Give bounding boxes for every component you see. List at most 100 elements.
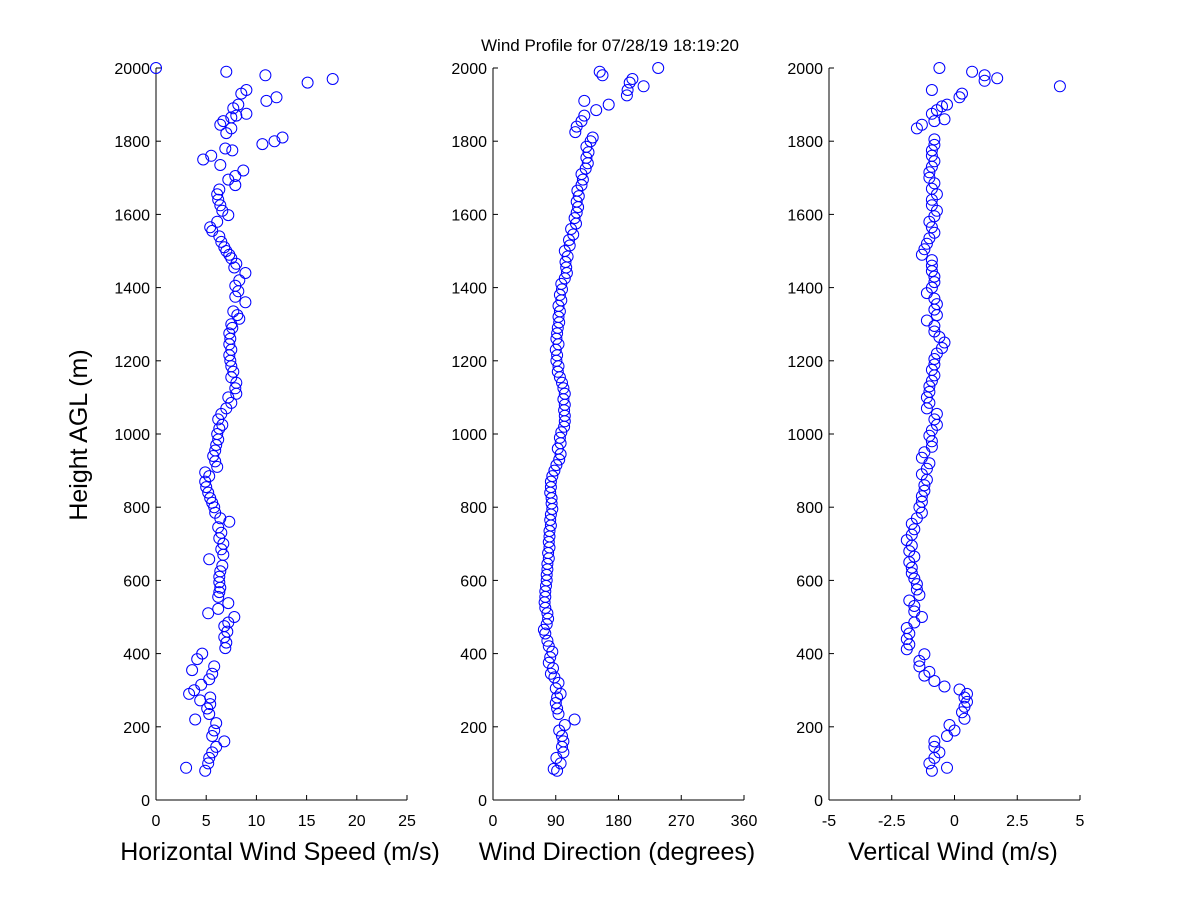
horizontal-wind-speed-data-point	[211, 215, 224, 228]
wind-direction-x-tick-label: 270	[668, 813, 695, 830]
wind-direction-data-point	[551, 691, 564, 704]
vertical-wind-data-point	[923, 665, 936, 678]
vertical-wind-data-point	[915, 495, 928, 508]
wind-direction-x-tick-label: 180	[605, 813, 632, 830]
vertical-wind-data-point	[910, 578, 923, 591]
horizontal-wind-speed-data-point	[215, 526, 228, 539]
vertical-wind-data-point	[925, 182, 938, 195]
vertical-wind-data-point	[925, 84, 938, 96]
horizontal-wind-speed-y-tick-label: 1600	[114, 207, 150, 224]
vertical-wind-data-point	[925, 440, 938, 453]
x-axis-label-horizontal-wind-speed: Horizontal Wind Speed (m/s)	[120, 838, 440, 866]
wind-direction-x-tick-label: 90	[547, 813, 565, 830]
vertical-wind-data-point	[908, 616, 921, 629]
vertical-wind-x-tick-label: -2.5	[878, 813, 906, 830]
horizontal-wind-speed-data-point	[237, 164, 250, 177]
wind-direction-data-point	[542, 612, 555, 625]
vertical-wind-data-point	[978, 74, 991, 87]
vertical-wind-data-point	[925, 764, 938, 777]
horizontal-wind-speed-y-tick-label: 200	[123, 720, 150, 737]
vertical-wind-data-point	[928, 226, 941, 239]
vertical-wind-data-point	[928, 740, 941, 753]
vertical-wind-data-point	[938, 680, 951, 693]
vertical-wind-data-point	[903, 545, 916, 558]
horizontal-wind-speed-data-point	[203, 751, 216, 764]
vertical-wind-data-point	[928, 413, 941, 426]
wind-direction-data-point	[551, 764, 564, 777]
vertical-wind-y-tick-label: 1800	[787, 134, 823, 151]
vertical-wind-data-point	[918, 243, 931, 256]
vertical-wind-data-point	[923, 166, 936, 179]
wind-direction-y-tick-label: 1000	[451, 427, 487, 444]
vertical-wind-data-point	[961, 687, 973, 700]
vertical-wind-data-point	[978, 69, 991, 82]
vertical-wind-data-point	[903, 594, 916, 607]
horizontal-wind-speed-panel: Horizontal Wind Speed (m/s) 020040060080…	[114, 61, 439, 866]
horizontal-wind-speed-data-point	[207, 450, 220, 462]
horizontal-wind-speed-data-point	[214, 118, 227, 131]
vertical-wind-y-tick-label: 600	[796, 573, 823, 590]
horizontal-wind-speed-y-tick-label: 600	[123, 573, 150, 590]
vertical-wind-data-point	[905, 561, 918, 574]
horizontal-wind-speed-data-point	[256, 138, 269, 151]
wind-direction-data-point	[558, 719, 571, 731]
horizontal-wind-speed-data-point	[194, 694, 207, 707]
vertical-wind-data-point	[928, 675, 941, 687]
horizontal-wind-speed-data-point	[223, 248, 236, 261]
vertical-wind-data-point	[920, 314, 933, 327]
vertical-wind-data-point	[908, 605, 921, 618]
horizontal-wind-speed-data-point	[213, 586, 226, 599]
horizontal-wind-speed-data-point	[203, 708, 216, 720]
horizontal-wind-speed-y-tick-label: 400	[123, 647, 150, 664]
horizontal-wind-speed-y-tick-label: 2000	[114, 61, 150, 78]
horizontal-wind-speed-data-point	[212, 602, 225, 615]
vertical-wind-x-tick-label: 0	[950, 813, 959, 830]
horizontal-wind-speed-data-point	[210, 717, 223, 730]
wind-direction-data-point	[544, 475, 557, 488]
wind-direction-data-point	[621, 84, 634, 96]
horizontal-wind-speed-data-point	[276, 131, 289, 144]
vertical-wind-data-point	[915, 451, 928, 464]
wind-direction-y-tick-label: 200	[460, 720, 487, 737]
wind-direction-y-tick-label: 600	[460, 573, 487, 590]
horizontal-wind-speed-data-point	[200, 481, 213, 494]
horizontal-wind-speed-data-point	[222, 597, 235, 610]
horizontal-wind-speed-data-point	[229, 382, 242, 395]
horizontal-wind-speed-data-point	[221, 625, 234, 638]
vertical-wind-panel: Vertical Wind (m/s) 0 200 400 600 800 1000 120…	[787, 61, 1084, 866]
wind-direction-y-tick-label: 0	[478, 793, 487, 810]
wind-direction-data-point	[537, 623, 550, 636]
horizontal-wind-speed-data-point	[199, 764, 212, 777]
vertical-wind-data-point	[913, 501, 926, 514]
vertical-wind-data-point	[925, 199, 938, 212]
vertical-wind-data-point	[928, 270, 941, 283]
horizontal-wind-speed-x-tick-label: 0	[152, 813, 161, 830]
horizontal-wind-speed-data-point	[213, 570, 226, 583]
horizontal-wind-speed-data-point	[213, 183, 226, 196]
wind-direction-data-point	[556, 376, 568, 389]
wind-direction-data-point	[569, 126, 582, 139]
vertical-wind-data-point	[923, 385, 936, 398]
horizontal-wind-speed-data-point	[214, 159, 227, 171]
vertical-wind-data-point	[930, 407, 943, 420]
horizontal-wind-speed-data-point	[218, 735, 231, 748]
vertical-wind-data-point	[923, 429, 936, 442]
horizontal-wind-speed-data-point	[195, 678, 208, 691]
wind-direction-data-point	[542, 640, 555, 653]
wind-direction-x-tick-label: 360	[731, 813, 758, 830]
vertical-wind-data-point	[941, 761, 953, 774]
horizontal-wind-speed-data-point	[227, 365, 240, 378]
horizontal-wind-speed-x-tick-label: 25	[398, 813, 416, 830]
wind-direction-data-point	[623, 76, 636, 89]
vertical-wind-data-point	[930, 298, 943, 311]
wind-direction-data-point	[626, 73, 639, 85]
horizontal-wind-speed-data-point	[259, 69, 272, 82]
wind-direction-y-tick-label: 1600	[451, 207, 487, 224]
horizontal-wind-speed-data-point	[203, 470, 216, 483]
wind-direction-data-point	[568, 713, 581, 726]
vertical-wind-data-point	[936, 100, 948, 113]
vertical-wind-data-point	[966, 65, 979, 78]
vertical-wind-y-tick-label: 400	[796, 647, 823, 664]
wind-direction-data-point	[593, 65, 606, 78]
vertical-wind-data-point	[925, 254, 938, 267]
